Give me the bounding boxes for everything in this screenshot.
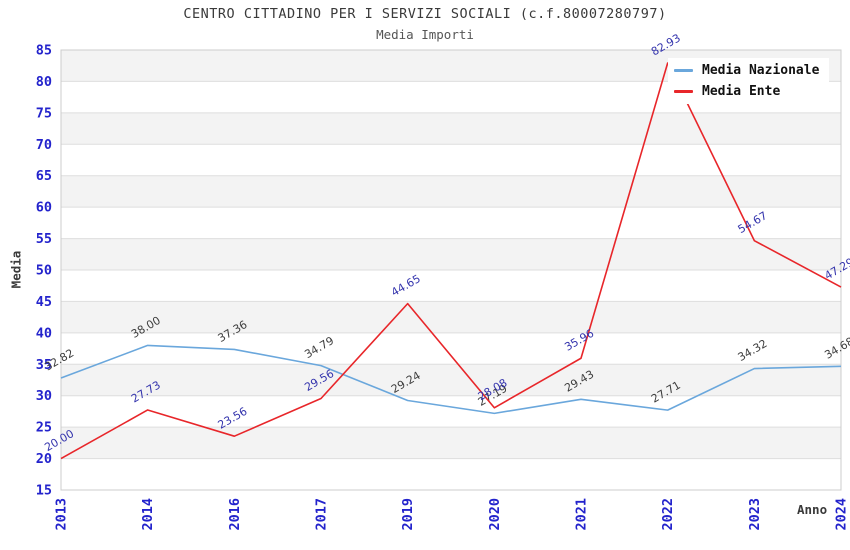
y-tick-label: 40	[36, 325, 52, 341]
y-tick-label: 55	[36, 231, 52, 247]
y-tick-label: 65	[36, 168, 52, 184]
x-axis-label: Anno	[797, 502, 828, 517]
x-tick-label: 2014	[140, 498, 156, 531]
x-tick-label: 2017	[314, 498, 330, 531]
y-tick-label: 45	[36, 294, 52, 310]
x-tick-label: 2016	[227, 498, 243, 531]
plot-band	[61, 175, 841, 208]
x-tick-label: 2023	[747, 498, 763, 531]
data-point-label: 44.65	[389, 272, 423, 299]
x-tick-label: 2019	[400, 498, 416, 531]
y-tick-label: 75	[36, 105, 52, 121]
data-point-label: 34.68	[822, 335, 850, 362]
x-tick-label: 2020	[487, 498, 503, 531]
y-tick-label: 20	[36, 451, 52, 467]
y-tick-label: 35	[36, 357, 52, 373]
data-point-label: 34.32	[736, 337, 770, 364]
plot-band	[61, 301, 841, 333]
data-point-label: 34.79	[302, 334, 336, 361]
plot-band	[61, 112, 841, 145]
legend: Media Nazionale Media Ente	[668, 58, 830, 104]
plot-band	[61, 427, 841, 459]
x-tick-label: 2021	[574, 498, 590, 531]
series-line-ente	[60, 62, 842, 460]
chart-title: CENTRO CITTADINO PER I SERVIZI SOCIALI (…	[183, 6, 667, 22]
plot-band	[61, 238, 841, 270]
legend-item-media-ente: Media Ente	[674, 84, 819, 99]
y-tick-label: 25	[36, 420, 52, 436]
y-axis-label: Media	[8, 250, 24, 289]
chart-subtitle: Media Importi	[376, 27, 474, 42]
y-tick-label: 50	[36, 263, 52, 279]
plot-band	[61, 364, 841, 396]
legend-label-nazionale: Media Nazionale	[702, 63, 820, 78]
y-tick-label: 80	[36, 74, 52, 90]
series-line-nazionale	[60, 344, 842, 415]
x-tick-label: 2013	[54, 498, 70, 531]
plot-frame	[60, 49, 842, 491]
legend-swatch-nazionale	[674, 69, 693, 72]
y-tick-label: 15	[36, 483, 52, 499]
x-tick-label: 2024	[834, 498, 850, 531]
x-tick-label: 2022	[660, 498, 676, 531]
legend-item-media-nazionale: Media Nazionale	[674, 63, 819, 78]
y-tick-label: 60	[36, 200, 52, 216]
legend-swatch-ente	[674, 90, 693, 93]
y-tick-label: 30	[36, 388, 52, 404]
y-tick-label: 70	[36, 137, 52, 153]
legend-label-ente: Media Ente	[702, 84, 781, 99]
y-tick-label: 85	[36, 43, 52, 59]
